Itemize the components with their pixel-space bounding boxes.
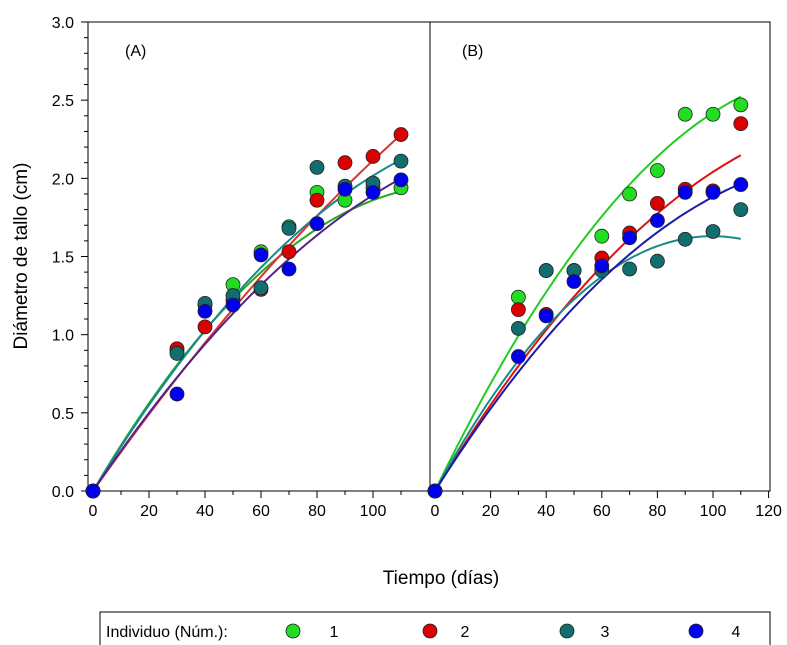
data-point-b-1 bbox=[594, 228, 610, 244]
data-point-b-3 bbox=[650, 253, 665, 269]
data-point-b-4 bbox=[566, 274, 582, 289]
data-point-b-4 bbox=[705, 185, 721, 200]
x-tick-label: 100 bbox=[700, 503, 727, 520]
data-point-a-3 bbox=[253, 280, 269, 296]
legend-marker-4 bbox=[688, 623, 704, 639]
legend-marker-2 bbox=[422, 623, 438, 639]
data-point-b-3 bbox=[622, 261, 637, 277]
x-tick-label: 20 bbox=[140, 503, 158, 520]
labels-layer: Diámetro de tallo (cm) Tiempo (días) bbox=[11, 163, 499, 589]
data-point-b-2 bbox=[511, 302, 526, 318]
y-tick-label: 0.5 bbox=[52, 406, 74, 423]
legend-title: Individuo (Núm.): bbox=[106, 624, 228, 641]
data-point-b-4 bbox=[650, 213, 665, 228]
data-point-a-4 bbox=[337, 181, 353, 197]
x-tick-label: 20 bbox=[482, 503, 500, 520]
y-axis-title: Diámetro de tallo (cm) bbox=[11, 163, 32, 350]
data-point-a-4 bbox=[253, 247, 269, 263]
data-point-a-3 bbox=[281, 220, 297, 236]
data-point-b-3 bbox=[705, 224, 721, 239]
data-point-a-4 bbox=[225, 297, 241, 313]
y-tick-label: 2.5 bbox=[52, 93, 74, 110]
y-tick-label: 0.0 bbox=[52, 484, 74, 501]
data-point-b-4 bbox=[677, 185, 693, 200]
legend-label-4: 4 bbox=[732, 624, 741, 641]
fit-curve-b-3 bbox=[434, 235, 741, 492]
data-point-b-4 bbox=[594, 258, 610, 274]
data-point-b-4 bbox=[622, 230, 637, 246]
data-point-a-3 bbox=[393, 153, 409, 169]
y-tick-label: 2.0 bbox=[52, 171, 74, 188]
data-point-a-2 bbox=[393, 127, 409, 142]
data-point-a-2 bbox=[281, 244, 297, 260]
data-point-a-4 bbox=[281, 261, 297, 277]
data-point-a-4 bbox=[393, 172, 409, 188]
data-point-b-1 bbox=[650, 163, 665, 178]
data-point-a-4 bbox=[365, 185, 381, 200]
data-point-b-4 bbox=[733, 177, 749, 192]
panel-frame-1 bbox=[429, 21, 771, 492]
data-point-a-2 bbox=[197, 319, 213, 335]
fit-curves-layer bbox=[92, 95, 742, 492]
data-point-b-1 bbox=[677, 106, 693, 122]
legend-marker-1 bbox=[285, 623, 301, 639]
x-tick-label: 40 bbox=[537, 503, 555, 520]
data-point-a-2 bbox=[309, 192, 325, 208]
legend-label-3: 3 bbox=[601, 624, 610, 641]
y-tick-label: 3.0 bbox=[52, 15, 74, 32]
data-point-b-2 bbox=[733, 116, 749, 132]
x-tick-label: 60 bbox=[252, 503, 270, 520]
data-point-a-3 bbox=[309, 159, 325, 175]
data-point-b-3 bbox=[511, 321, 526, 336]
data-point-b-4 bbox=[427, 483, 443, 499]
legend-label-2: 2 bbox=[461, 624, 470, 641]
legend-box bbox=[99, 611, 771, 645]
x-tick-label: 100 bbox=[360, 503, 387, 520]
data-point-b-1 bbox=[511, 289, 526, 305]
data-point-b-3 bbox=[733, 202, 749, 218]
fit-curve-a-3 bbox=[92, 158, 402, 492]
x-tick-label: 0 bbox=[431, 503, 440, 520]
panel-label-0: (A) bbox=[125, 43, 146, 60]
data-point-a-4 bbox=[169, 386, 185, 402]
data-point-a-4 bbox=[85, 483, 101, 499]
y-tick-label: 1.5 bbox=[52, 250, 74, 267]
points-layer bbox=[85, 97, 749, 499]
y-tick-label: 1.0 bbox=[52, 328, 74, 345]
data-point-a-2 bbox=[365, 149, 381, 164]
x-tick-label: 40 bbox=[196, 503, 214, 520]
fit-curve-a-1 bbox=[92, 190, 402, 492]
data-point-a-2 bbox=[337, 155, 353, 171]
x-tick-label: 60 bbox=[593, 503, 611, 520]
x-tick-label: 80 bbox=[308, 503, 326, 520]
data-point-b-4 bbox=[538, 308, 554, 324]
fit-curve-b-1 bbox=[434, 95, 742, 492]
data-point-b-1 bbox=[733, 97, 749, 113]
data-point-b-3 bbox=[538, 263, 554, 278]
data-point-b-1 bbox=[622, 186, 637, 202]
legend-label-1: 1 bbox=[330, 624, 339, 641]
data-point-b-1 bbox=[705, 106, 721, 122]
data-point-b-4 bbox=[511, 349, 526, 364]
x-tick-label: 80 bbox=[649, 503, 667, 520]
legend-marker-3 bbox=[559, 623, 575, 639]
fit-curve-b-2 bbox=[434, 154, 742, 492]
data-point-a-3 bbox=[169, 346, 185, 361]
axes-layer: (A) 0 20 40 60 80 100 (B) 0 20 40 60 80 100 120 0.0 0.5 1… bbox=[52, 15, 782, 520]
data-point-a-4 bbox=[309, 216, 325, 232]
legend: Individuo (Núm.): 1 2 3 4 bbox=[99, 611, 771, 645]
data-point-b-3 bbox=[677, 231, 693, 247]
x-tick-label: 0 bbox=[89, 503, 98, 520]
panel-label-1: (B) bbox=[462, 43, 483, 60]
x-tick-label: 120 bbox=[755, 503, 782, 520]
fit-curve-b-4 bbox=[434, 182, 742, 492]
x-axis-title: Tiempo (días) bbox=[383, 568, 500, 589]
data-point-b-2 bbox=[650, 195, 665, 211]
fit-curve-a-4 bbox=[92, 177, 402, 492]
data-point-a-4 bbox=[197, 303, 213, 319]
